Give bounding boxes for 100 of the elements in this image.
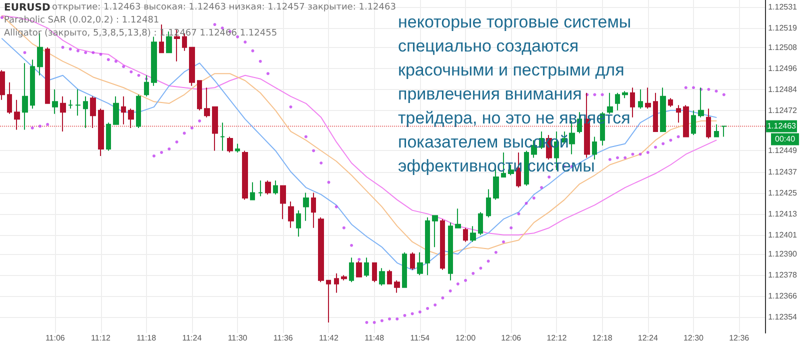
candlestick: [432, 215, 438, 248]
candlestick: [653, 92, 658, 132]
candlestick: [273, 180, 278, 196]
text: 00:40: [775, 134, 796, 144]
candlestick: [318, 216, 324, 283]
candlestick: [0, 70, 5, 100]
x-tick-label: 11:54: [410, 334, 430, 342]
candlestick: [478, 212, 483, 236]
annotation: открытие: 1.12463 высокая: 1.12463 низкая: 1.12457 закрытие: 1.12463: [52, 2, 396, 12]
x-tick-label: 12:00: [456, 334, 476, 342]
candlestick: [448, 222, 453, 281]
candlestick: [303, 192, 309, 222]
x-tick-label: 12:12: [546, 334, 568, 342]
candlestick: [592, 136, 597, 160]
candlestick: [250, 182, 255, 200]
candlestick: [379, 268, 385, 286]
y-tick-label: 1.12508: [768, 42, 798, 52]
candlestick: [364, 257, 369, 278]
y-tick-label: 1.12496: [768, 64, 798, 73]
candlestick: [189, 46, 195, 86]
x-tick-label: 12:30: [683, 334, 704, 342]
y-tick-label: 1.12531: [768, 2, 798, 12]
candlestick: [714, 124, 719, 138]
candlestick: [410, 252, 415, 270]
y-tick-label: 1.12449: [768, 146, 798, 156]
candlestick: [60, 96, 66, 132]
y-tick-label: 1.12354: [768, 312, 798, 322]
ref-line-label: 1.12463: [767, 122, 797, 131]
candlestick: [417, 252, 423, 276]
candlestick: [151, 36, 157, 86]
candlestick: [7, 82, 12, 114]
x-tick-label: 11:24: [182, 334, 202, 342]
candlestick: [356, 260, 362, 278]
candlestick: [334, 272, 339, 294]
candlestick: [75, 88, 81, 116]
candlestick: [683, 104, 689, 138]
candlestick: [676, 104, 681, 124]
candlestick: [83, 96, 88, 128]
candlestick: [68, 99, 73, 110]
y-tick-label: 1.12425: [768, 188, 798, 198]
candlestick: [212, 106, 218, 152]
candlestick: [235, 143, 240, 153]
candlestick: [349, 257, 354, 283]
x-tick-label: 11:18: [136, 334, 157, 342]
candlestick: [227, 136, 233, 153]
y-tick-label: 1.12378: [768, 270, 798, 280]
candlestick: [197, 80, 202, 111]
x-tick-label: 12:24: [638, 334, 658, 342]
candlestick: [455, 208, 461, 228]
candlestick: [22, 62, 28, 130]
x-tick-label: 11:06: [45, 334, 66, 342]
x-tick-label: 11:36: [273, 334, 294, 342]
candlestick: [440, 218, 445, 270]
y-tick-label: 1.12413: [768, 209, 798, 218]
candlestick: [265, 180, 271, 196]
y-tick-label: 1.12484: [768, 84, 798, 94]
candlestick: [113, 96, 119, 125]
candlestick: [106, 122, 111, 152]
y-tick-label: 1.12390: [768, 250, 798, 259]
candlestick: [372, 262, 377, 283]
candlestick: [121, 96, 126, 125]
candlestick: [668, 98, 673, 108]
candlestick: [341, 274, 347, 281]
candlestick: [394, 280, 400, 294]
candlestick: [204, 87, 210, 118]
candlestick: [706, 108, 711, 139]
candlestick: [136, 94, 141, 128]
candlestick: [296, 210, 301, 238]
y-tick-label: 1.12401: [768, 230, 798, 240]
candlestick: [463, 227, 468, 242]
candlestick: [311, 192, 316, 228]
candlestick: [486, 188, 491, 218]
y-tick-label: 1.12519: [768, 24, 798, 33]
candlestick: [630, 87, 635, 118]
candlestick: [90, 96, 96, 128]
x-tick-label: 11:30: [228, 334, 248, 342]
candlestick: [280, 185, 286, 220]
candlestick: [30, 59, 35, 110]
candlestick: [425, 216, 430, 276]
y-tick-label: 1.12437: [768, 167, 798, 176]
candlestick: [622, 90, 628, 99]
candlestick: [258, 180, 263, 197]
candlestick: [45, 46, 50, 104]
candlestick: [326, 280, 331, 323]
candlestick: [387, 269, 392, 284]
x-tick-label: 11:48: [364, 334, 385, 342]
y-tick-label: 1.12366: [768, 292, 798, 301]
x-tick-label: 12:18: [592, 334, 613, 342]
candlestick: [98, 108, 104, 156]
candlestick: [645, 87, 651, 110]
chart-title: EURUSD: [4, 2, 50, 14]
x-tick-label: 12:06: [501, 334, 522, 342]
candlestick: [638, 88, 643, 110]
candlestick: [128, 108, 134, 128]
candlestick: [52, 88, 58, 114]
candlestick: [615, 92, 620, 111]
candlestick: [242, 150, 248, 200]
candlestick: [14, 99, 20, 130]
candlestick: [660, 87, 666, 132]
candlestick: [691, 110, 696, 136]
